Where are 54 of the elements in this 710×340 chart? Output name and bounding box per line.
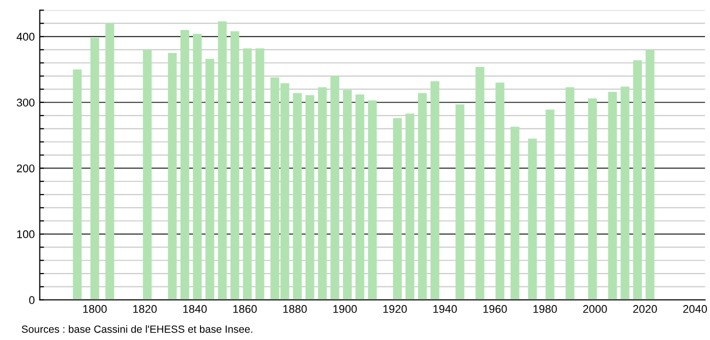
y-tick-label: 0 bbox=[29, 296, 34, 304]
x-tick-label: 1820 bbox=[133, 305, 157, 313]
x-tick-label: 1900 bbox=[333, 305, 357, 313]
bar bbox=[230, 31, 240, 300]
bar bbox=[496, 82, 504, 300]
bar bbox=[180, 30, 190, 300]
bar bbox=[218, 21, 227, 300]
bar bbox=[343, 90, 352, 300]
bar bbox=[456, 104, 464, 300]
bar bbox=[368, 100, 377, 300]
y-tick-label: 200 bbox=[16, 164, 34, 172]
bar bbox=[72, 69, 82, 300]
bar bbox=[356, 94, 364, 300]
bar bbox=[546, 110, 554, 300]
x-tick-label: 1920 bbox=[383, 305, 407, 313]
bar bbox=[528, 138, 537, 300]
bar bbox=[608, 92, 617, 300]
bar bbox=[430, 81, 440, 300]
bar bbox=[90, 38, 100, 300]
y-tick-label: 300 bbox=[16, 98, 34, 107]
bar bbox=[620, 86, 630, 300]
bar bbox=[105, 23, 114, 300]
x-tick-label: 1880 bbox=[283, 305, 307, 313]
bar bbox=[255, 48, 264, 300]
x-tick-label: 2000 bbox=[583, 305, 607, 313]
bar bbox=[406, 114, 414, 300]
x-tick-label: 2020 bbox=[633, 305, 657, 313]
bar bbox=[588, 98, 597, 300]
y-tick-label: 100 bbox=[17, 230, 34, 238]
bar bbox=[168, 52, 177, 300]
bar bbox=[393, 118, 402, 300]
bar bbox=[192, 34, 202, 300]
bar bbox=[510, 126, 520, 300]
bar bbox=[292, 93, 302, 300]
x-tick-label: 1800 bbox=[83, 305, 107, 313]
x-tick-label: 2040 bbox=[683, 305, 707, 313]
bar bbox=[633, 60, 642, 300]
x-tick-label: 1940 bbox=[433, 305, 457, 313]
x-tick-label: 1980 bbox=[533, 305, 557, 313]
x-tick-label: 1960 bbox=[483, 305, 507, 313]
bar bbox=[646, 50, 654, 300]
bar bbox=[330, 76, 340, 300]
bar bbox=[418, 93, 427, 300]
bar bbox=[205, 58, 214, 300]
bar bbox=[142, 50, 152, 300]
x-tick-label: 1860 bbox=[233, 305, 257, 313]
y-tick-label: 400 bbox=[16, 32, 34, 41]
bar bbox=[566, 87, 574, 300]
bar bbox=[242, 48, 252, 300]
bar bbox=[305, 95, 314, 300]
bar bbox=[318, 87, 327, 300]
source-note: Sources : base Cassini de l'EHESS et base Insee. bbox=[22, 325, 252, 333]
x-tick-label: 1840 bbox=[183, 305, 207, 313]
bar bbox=[476, 66, 484, 300]
